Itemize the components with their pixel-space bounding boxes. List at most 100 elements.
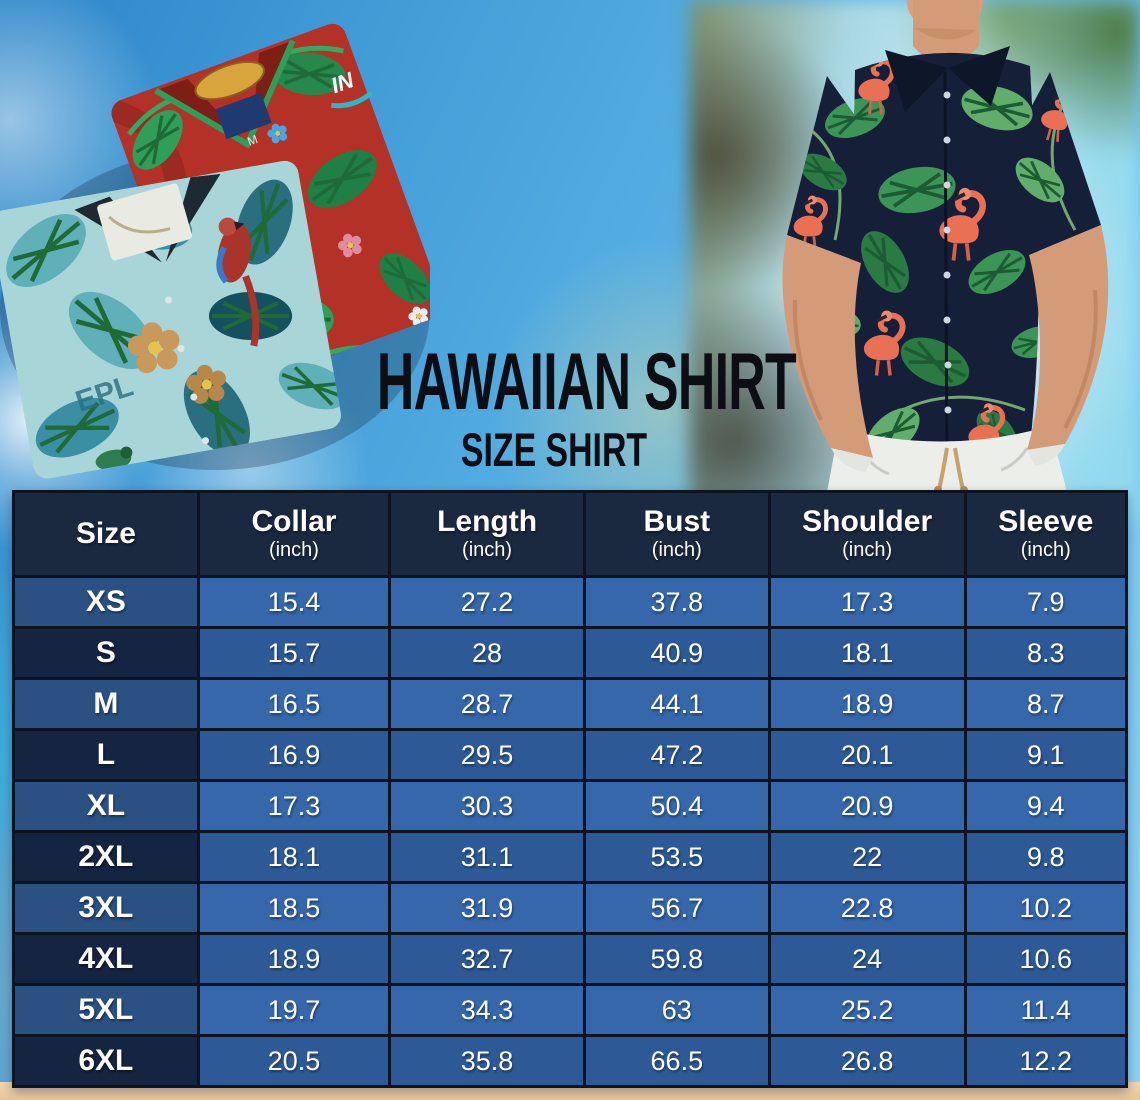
measurement-value: 9.1 [963,728,1129,782]
measurement-value: 66.5 [582,1034,771,1088]
size-chart-wrapper: Size Collar (inch) Length (inch) Bust (inch) Sh… [12,490,1129,1088]
measurement-value: 27.2 [388,575,586,629]
size-label: 6XL [12,1034,200,1088]
column-header-length: Length (inch) [388,490,586,578]
measurement-value: 53.5 [582,830,771,884]
size-label: 3XL [12,881,200,935]
size-label: M [12,677,200,731]
page-title: HAWAIIAN SHIRT [376,337,797,427]
measurement-value: 31.1 [388,830,586,884]
chest-pocket [97,183,193,261]
measurement-value: 24 [767,932,967,986]
measurement-value: 25.2 [767,983,967,1037]
measurement-value: 7.9 [963,575,1129,629]
size-row-3xl: 3XL 18.5 31.9 56.7 22.8 10.2 [12,881,1129,935]
measurement-value: 59.8 [582,932,771,986]
parrot-print [216,217,260,347]
flamingo-shirt [787,46,1101,470]
size-row-m: M 16.5 28.7 44.1 18.9 8.7 [12,677,1129,731]
column-label: Bust [643,504,711,538]
measurement-value: 22.8 [767,881,967,935]
size-row-4xl: 4XL 18.9 32.7 59.8 24 10.6 [12,932,1129,986]
size-tag-text: M [245,132,259,149]
measurement-value: 10.6 [963,932,1129,986]
measurement-value: 37.8 [582,575,771,629]
measurement-value: 20.5 [196,1034,392,1088]
measurement-value: 17.3 [196,779,392,833]
column-header-shoulder: Shoulder (inch) [767,490,967,578]
column-header-bust: Bust (inch) [582,490,771,578]
measurement-value: 16.5 [196,677,392,731]
column-label: Shoulder [802,504,933,538]
column-unit: (inch) [268,539,319,562]
measurement-value: 18.1 [196,830,392,884]
measurement-value: 9.8 [963,830,1129,884]
measurement-value: 40.9 [582,626,771,680]
measurement-value: 50.4 [582,779,771,833]
folded-hawaiian-shirts-photo: M IN [0,19,430,480]
man-wearing-navy-flamingo-hawaiian-shirt-photo [782,0,1109,492]
measurement-value: 30.3 [388,779,586,833]
column-unit: (inch) [462,539,513,562]
measurement-value: 56.7 [582,881,771,935]
column-header-sleeve: Sleeve (inch) [963,490,1129,578]
teal-hibiscus-shirt: EPL [0,158,344,480]
size-row-2xl: 2XL 18.1 31.1 53.5 22 9.8 [12,830,1129,884]
measurement-value: 18.5 [196,881,392,935]
measurement-value: 20.9 [767,779,967,833]
inner-neck-label [215,92,272,140]
measurement-value: 17.3 [767,575,967,629]
size-label: S [12,626,200,680]
measurement-value: 31.9 [388,881,586,935]
column-label: Size [75,517,136,551]
measurement-value: 19.7 [196,983,392,1037]
column-label: Collar [251,504,337,538]
measurement-value: 9.4 [963,779,1129,833]
size-row-xl: XL 17.3 30.3 50.4 20.9 9.4 [12,779,1129,833]
model-head [907,0,983,64]
size-row-5xl: 5XL 19.7 34.3 63 25.2 11.4 [12,983,1129,1037]
size-label: XL [12,779,200,833]
measurement-value: 11.4 [963,983,1129,1037]
measurement-value: 8.7 [963,677,1129,731]
size-chart-table: Size Collar (inch) Length (inch) Bust (inch) Sh… [12,490,1129,1088]
measurement-value: 20.1 [767,728,967,782]
measurement-value: 28.7 [388,677,586,731]
measurement-value: 26.8 [767,1034,967,1088]
size-label: 2XL [12,830,200,884]
size-row-s: S 15.7 28 40.9 18.1 8.3 [12,626,1129,680]
measurement-value: 18.1 [767,626,967,680]
column-header-size: Size [12,490,200,578]
size-row-6xl: 6XL 20.5 35.8 66.5 26.8 12.2 [12,1034,1129,1088]
size-label: L [12,728,200,782]
measurement-value: 15.4 [196,575,392,629]
measurement-value: 10.2 [963,881,1129,935]
measurement-value: 18.9 [767,677,967,731]
measurement-value: 8.3 [963,626,1129,680]
column-unit: (inch) [842,539,893,562]
model-arms [782,225,1109,472]
measurement-value: 44.1 [582,677,771,731]
white-pants [827,426,1067,492]
measurement-value: 22 [767,830,967,884]
column-label: Length [437,504,538,538]
size-row-l: L 16.9 29.5 47.2 20.1 9.1 [12,728,1129,782]
measurement-value: 35.8 [388,1034,586,1088]
size-table-body: XS 15.4 27.2 37.8 17.3 7.9 S 15.7 28 40.9 18.1 8.3 M… [12,575,1129,1088]
size-row-xs: XS 15.4 27.2 37.8 17.3 7.9 [12,575,1129,629]
size-label: XS [12,575,200,629]
size-label: 4XL [12,932,200,986]
measurement-value: 29.5 [388,728,586,782]
size-table-header-row: Size Collar (inch) Length (inch) Bust (inch) Sh… [12,490,1129,578]
column-unit: (inch) [651,539,702,562]
measurement-value: 28 [388,626,586,680]
column-label: Sleeve [998,504,1094,538]
measurement-value: 63 [582,983,771,1037]
size-label: 5XL [12,983,200,1037]
measurement-value: 18.9 [196,932,392,986]
column-header-collar: Collar (inch) [196,490,392,578]
measurement-value: 47.2 [582,728,771,782]
measurement-value: 32.7 [388,932,586,986]
measurement-value: 34.3 [388,983,586,1037]
